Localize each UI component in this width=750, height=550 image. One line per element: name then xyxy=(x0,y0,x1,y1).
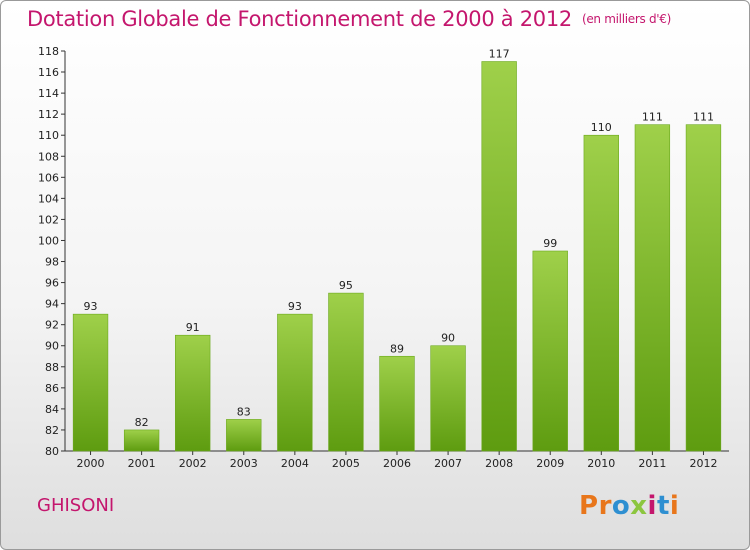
chart-title: Dotation Globale de Fonctionnement de 20… xyxy=(27,7,671,31)
data-labels: 93 82 91 83 93 95 89 90 117 99 110 111 111 xyxy=(84,48,714,429)
bar xyxy=(72,313,109,452)
data-label: 117 xyxy=(489,48,510,61)
bar xyxy=(685,124,722,452)
y-tick-label: 106 xyxy=(38,171,59,184)
bar xyxy=(532,250,568,452)
data-label: 95 xyxy=(339,279,353,292)
x-tick-label: 2008 xyxy=(485,457,513,470)
logo-letter: o xyxy=(611,491,631,521)
x-axis: 2000 2001 2002 2003 2004 2005 2006 2007 2008 2009… xyxy=(65,450,729,470)
x-tick-label: 2005 xyxy=(332,457,360,470)
data-label: 110 xyxy=(591,121,612,134)
x-tick-label: 2012 xyxy=(689,457,717,470)
logo-letter: i xyxy=(669,491,680,521)
y-tick-label: 108 xyxy=(38,150,59,163)
logo-letter: r xyxy=(598,491,612,521)
x-tick-label: 2001 xyxy=(128,457,156,470)
logo-letter: P xyxy=(579,491,599,521)
bar xyxy=(583,134,619,452)
data-label: 91 xyxy=(186,321,200,334)
bar xyxy=(277,313,313,452)
y-tick-label: 96 xyxy=(45,277,59,290)
proxiti-logo[interactable]: Proxiti xyxy=(579,491,679,521)
x-tick-label: 2003 xyxy=(230,457,258,470)
bar xyxy=(175,334,211,452)
chart-title-text: Dotation Globale de Fonctionnement de 20… xyxy=(27,7,572,31)
bar xyxy=(226,419,262,452)
bar xyxy=(123,429,160,452)
bar xyxy=(430,345,466,452)
x-tick-label: 2009 xyxy=(536,457,564,470)
data-label: 89 xyxy=(390,342,404,355)
y-tick-label: 98 xyxy=(45,256,59,269)
y-tick-label: 116 xyxy=(38,66,59,79)
bars xyxy=(72,61,722,452)
x-tick-label: 2000 xyxy=(77,457,105,470)
y-tick-label: 84 xyxy=(45,403,59,416)
x-tick-label: 2010 xyxy=(587,457,615,470)
y-tick-label: 100 xyxy=(38,234,59,247)
y-tick-label: 86 xyxy=(45,382,59,395)
x-tick-label: 2011 xyxy=(638,457,666,470)
x-tick-label: 2006 xyxy=(383,457,411,470)
y-tick-label: 102 xyxy=(38,213,59,226)
data-label: 99 xyxy=(543,237,557,250)
bar xyxy=(634,124,671,452)
data-label: 82 xyxy=(135,416,149,429)
y-tick-label: 82 xyxy=(45,424,59,437)
y-tick-label: 94 xyxy=(45,298,59,311)
y-tick-label: 118 xyxy=(38,45,59,58)
x-tick-label: 2002 xyxy=(179,457,207,470)
logo-letter: t xyxy=(656,491,670,521)
y-tick-label: 90 xyxy=(45,340,59,353)
y-tick-label: 80 xyxy=(45,445,59,458)
y-tick-label: 88 xyxy=(45,361,59,374)
logo-letter: i xyxy=(647,491,657,521)
bar xyxy=(379,355,415,452)
chart-subtitle: (en milliers d'€) xyxy=(581,12,671,26)
data-label: 93 xyxy=(288,300,302,313)
data-label: 90 xyxy=(441,332,455,345)
commune-name: GHISONI xyxy=(37,495,115,516)
y-tick-label: 92 xyxy=(45,319,59,332)
y-axis: 80 82 84 86 88 90 92 94 96 98 100 102 104 106 108 110 11… xyxy=(38,45,66,458)
bar xyxy=(481,61,517,452)
logo-letter: x xyxy=(630,491,648,521)
x-tick-label: 2007 xyxy=(434,457,462,470)
y-tick-label: 110 xyxy=(38,129,59,142)
data-label: 83 xyxy=(237,405,251,418)
data-label: 93 xyxy=(84,300,98,313)
y-tick-label: 104 xyxy=(38,192,59,205)
y-tick-label: 114 xyxy=(38,87,59,100)
data-label: 111 xyxy=(693,111,714,124)
y-tick-label: 112 xyxy=(38,108,59,121)
x-tick-label: 2004 xyxy=(281,457,309,470)
bar xyxy=(328,292,364,452)
data-label: 111 xyxy=(642,111,663,124)
